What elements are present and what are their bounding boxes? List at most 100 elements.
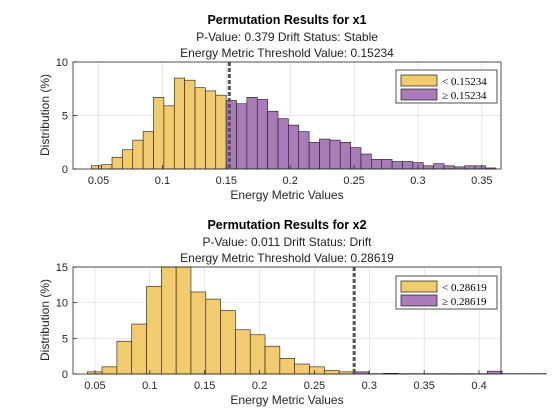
- legend-label-above: ≥ 0.15234: [442, 90, 487, 102]
- legend-label-below: < 0.15234: [442, 76, 487, 88]
- bar-below-threshold: [163, 105, 175, 170]
- legend-swatch-below: [400, 280, 438, 293]
- bar-below-threshold: [161, 266, 177, 375]
- chart-subtitle-pvalue: P-Value: 0.011 Drift Status: Drift: [203, 235, 373, 249]
- bar-below-threshold: [90, 165, 102, 170]
- x-axis-label: Energy Metric Values: [230, 393, 343, 407]
- bar-above-threshold: [381, 159, 393, 170]
- bar-below-threshold: [101, 164, 113, 170]
- bar-above-threshold: [288, 124, 300, 170]
- bar-below-threshold: [184, 79, 196, 170]
- bar-below-threshold: [309, 366, 325, 375]
- bar-below-threshold: [294, 363, 310, 375]
- legend-label-above: ≥ 0.28619: [442, 296, 487, 308]
- bar-above-threshold: [339, 141, 351, 170]
- bar-below-threshold: [116, 340, 133, 375]
- y-tick-label: 0: [62, 369, 68, 381]
- panel-x1: Permutation Results for x1 P-Value: 0.37…: [38, 13, 502, 202]
- x-tick-label: 0.35: [471, 175, 492, 187]
- legend: < 0.15234 ≥ 0.15234: [395, 69, 498, 104]
- bar-below-threshold: [279, 358, 295, 375]
- bar-above-threshold: [402, 161, 414, 170]
- bar-above-threshold: [486, 370, 503, 375]
- bar-below-threshold: [324, 370, 340, 375]
- bar-below-threshold: [153, 97, 165, 170]
- x-tick-label: 0.2: [252, 380, 267, 392]
- bar-above-threshold: [433, 163, 445, 170]
- bar-above-threshold: [225, 100, 237, 170]
- x-tick-label: 0.15: [194, 380, 215, 392]
- bar-below-threshold: [132, 139, 144, 170]
- y-tick-label: 15: [56, 262, 68, 274]
- bar-above-threshold: [329, 139, 341, 170]
- bar-below-threshold: [111, 156, 123, 170]
- bar-below-threshold: [175, 266, 192, 375]
- bar-below-threshold: [142, 131, 154, 170]
- bar-above-threshold: [422, 165, 434, 170]
- bar-below-threshold: [205, 90, 217, 170]
- bar-above-threshold: [256, 99, 268, 170]
- y-ticks: 0 5 10 15: [56, 262, 77, 381]
- x-tick-label: 0.35: [413, 380, 434, 392]
- chart-subtitle-pvalue: P-Value: 0.379 Drift Status: Stable: [196, 30, 378, 44]
- x-tick-label: 0.25: [343, 175, 364, 187]
- x-tick-label: 0.15: [216, 175, 237, 187]
- bar-below-threshold: [264, 345, 281, 375]
- bar-below-threshold: [235, 329, 251, 375]
- x-tick-label: 0.4: [471, 380, 486, 392]
- panel-x2: Permutation Results for x2 P-Value: 0.01…: [38, 218, 547, 407]
- bar-above-threshold: [360, 153, 372, 170]
- axes-box: [72, 266, 502, 375]
- bar-below-threshold: [190, 291, 207, 375]
- legend: < 0.28619 ≥ 0.28619: [395, 275, 498, 310]
- bar-below-threshold: [131, 323, 147, 375]
- bar-below-threshold: [249, 334, 266, 375]
- bar-above-threshold: [236, 103, 248, 170]
- bar-above-threshold: [371, 159, 383, 170]
- x-tick-label: 0.05: [88, 175, 109, 187]
- x-tick-label: 0.3: [362, 380, 377, 392]
- legend-swatch-below: [400, 74, 438, 87]
- chart-title: Permutation Results for x1: [207, 13, 366, 27]
- y-ticks: 0 5 10: [56, 57, 77, 176]
- x-tick-label: 0.25: [304, 380, 325, 392]
- bar-above-threshold: [443, 165, 455, 170]
- legend-label-below: < 0.28619: [442, 282, 487, 294]
- x-tick-label: 0.1: [155, 175, 170, 187]
- bar-above-threshold: [308, 141, 320, 170]
- x-ticks: 0.05 0.1 0.15 0.2 0.25 0.3 0.35 0.4: [84, 370, 487, 392]
- x-tick-label: 0.05: [84, 380, 105, 392]
- bar-below-threshold: [173, 77, 185, 170]
- bar-below-threshold: [220, 310, 236, 375]
- bar-above-threshold: [319, 138, 331, 170]
- bar-above-threshold: [391, 161, 403, 170]
- legend-swatch-above: [400, 88, 438, 101]
- y-tick-label: 0: [62, 164, 68, 176]
- bar-above-threshold: [474, 165, 486, 170]
- bar-above-threshold: [246, 97, 258, 170]
- bar-above-threshold: [464, 165, 476, 170]
- bar-above-threshold: [277, 118, 289, 170]
- chart-subtitle-threshold: Energy Metric Threshold Value: 0.15234: [180, 46, 394, 60]
- chart-subtitle-threshold: Energy Metric Threshold Value: 0.28619: [180, 251, 394, 265]
- bar-above-threshold: [267, 110, 279, 170]
- bar-below-threshold: [122, 149, 134, 170]
- x-tick-label: 0.2: [283, 175, 298, 187]
- x-axis-label: Energy Metric Values: [230, 188, 343, 202]
- bar-above-threshold: [298, 131, 310, 170]
- y-axis-label: Distribution (%): [38, 74, 52, 156]
- y-tick-label: 5: [62, 333, 68, 345]
- y-tick-label: 5: [62, 111, 68, 123]
- y-tick-label: 10: [56, 298, 68, 310]
- y-axis-label: Distribution (%): [38, 279, 52, 361]
- bar-above-threshold: [350, 147, 362, 170]
- bar-below-threshold: [146, 285, 162, 375]
- x-ticks: 0.05 0.1 0.15 0.2 0.25 0.3 0.35: [88, 165, 493, 187]
- y-tick-label: 10: [56, 57, 68, 69]
- bar-below-threshold: [205, 298, 221, 375]
- legend-swatch-above: [400, 294, 438, 307]
- bar-below-threshold: [101, 366, 118, 375]
- x-tick-label: 0.1: [142, 380, 157, 392]
- chart-title: Permutation Results for x2: [207, 218, 366, 232]
